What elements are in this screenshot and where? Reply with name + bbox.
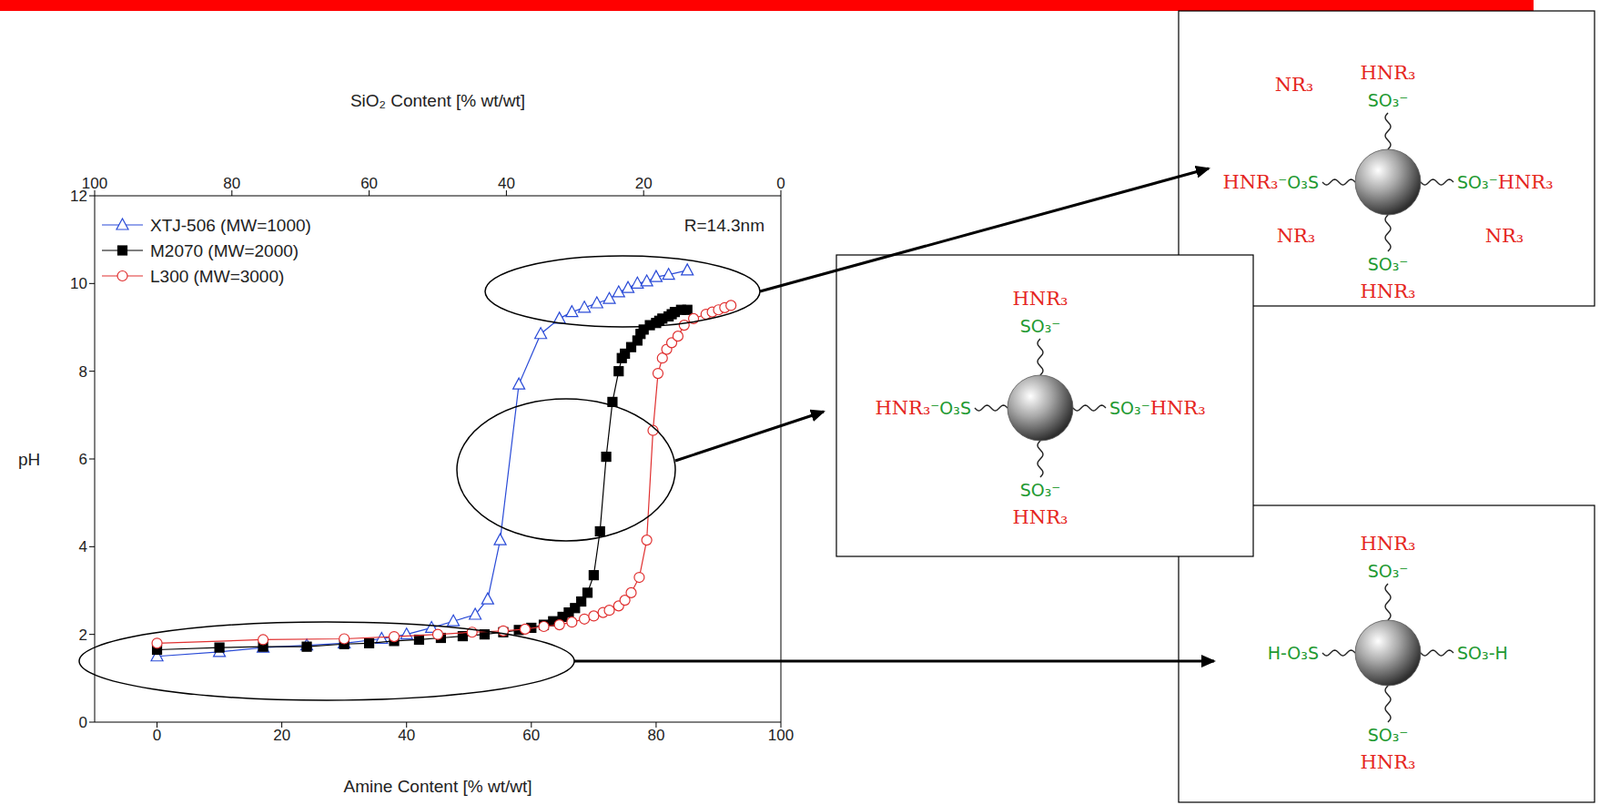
- svg-text:R=14.3nm: R=14.3nm: [684, 215, 765, 235]
- svg-text:L300 (MW=3000): L300 (MW=3000): [150, 266, 284, 286]
- svg-text:8: 8: [79, 363, 88, 381]
- svg-text:SO₃⁻HNR₃: SO₃⁻HNR₃: [1457, 171, 1554, 193]
- svg-text:40: 40: [397, 726, 416, 744]
- svg-text:20: 20: [273, 726, 291, 744]
- svg-text:NR₃: NR₃: [1485, 224, 1525, 247]
- svg-text:HNR₃: HNR₃: [1360, 61, 1417, 84]
- svg-text:0: 0: [152, 726, 162, 744]
- svg-text:HNR₃: HNR₃: [1360, 532, 1417, 555]
- svg-text:Amine Content [% wt/wt]: Amine Content [% wt/wt]: [344, 776, 533, 796]
- svg-text:SO₃⁻: SO₃⁻: [1367, 724, 1409, 745]
- svg-text:20: 20: [635, 174, 653, 193]
- svg-text:NR₃: NR₃: [1276, 224, 1317, 247]
- svg-text:SO₃⁻: SO₃⁻: [1020, 315, 1062, 336]
- svg-text:HNR₃: HNR₃: [1012, 506, 1069, 528]
- svg-text:HNR₃⁻O₃S: HNR₃⁻O₃S: [1222, 171, 1319, 193]
- svg-text:10: 10: [70, 274, 88, 293]
- svg-text:80: 80: [647, 726, 665, 744]
- svg-text:4: 4: [79, 537, 88, 556]
- svg-text:SO₃⁻HNR₃: SO₃⁻HNR₃: [1109, 396, 1206, 419]
- svg-text:M2070 (MW=2000): M2070 (MW=2000): [150, 241, 299, 261]
- svg-text:SO₃⁻: SO₃⁻: [1367, 560, 1409, 581]
- svg-text:SO₃⁻: SO₃⁻: [1367, 253, 1409, 274]
- svg-text:SiO₂ Content [% wt/wt]: SiO₂ Content [% wt/wt]: [350, 91, 526, 111]
- svg-text:6: 6: [79, 450, 88, 468]
- svg-text:60: 60: [522, 726, 540, 744]
- svg-text:H-O₃S: H-O₃S: [1267, 642, 1319, 663]
- svg-text:pH: pH: [18, 449, 41, 469]
- svg-text:XTJ-506 (MW=1000): XTJ-506 (MW=1000): [150, 215, 312, 235]
- svg-text:12: 12: [70, 187, 88, 205]
- svg-text:HNR₃: HNR₃: [1012, 287, 1069, 310]
- svg-text:100: 100: [81, 174, 108, 193]
- svg-text:0: 0: [79, 713, 88, 731]
- svg-text:HNR₃⁻O₃S: HNR₃⁻O₃S: [874, 396, 972, 419]
- svg-text:60: 60: [360, 174, 378, 193]
- svg-text:100: 100: [768, 726, 794, 744]
- svg-text:NR₃: NR₃: [1275, 73, 1315, 96]
- svg-text:HNR₃: HNR₃: [1360, 280, 1417, 303]
- svg-text:SO₃-H: SO₃-H: [1457, 642, 1509, 663]
- svg-text:80: 80: [222, 174, 241, 193]
- svg-text:HNR₃: HNR₃: [1360, 750, 1417, 773]
- svg-text:40: 40: [497, 174, 516, 193]
- svg-text:SO₃⁻: SO₃⁻: [1020, 479, 1062, 500]
- svg-text:0: 0: [776, 174, 785, 193]
- svg-text:SO₃⁻: SO₃⁻: [1367, 90, 1409, 111]
- svg-text:2: 2: [79, 626, 88, 644]
